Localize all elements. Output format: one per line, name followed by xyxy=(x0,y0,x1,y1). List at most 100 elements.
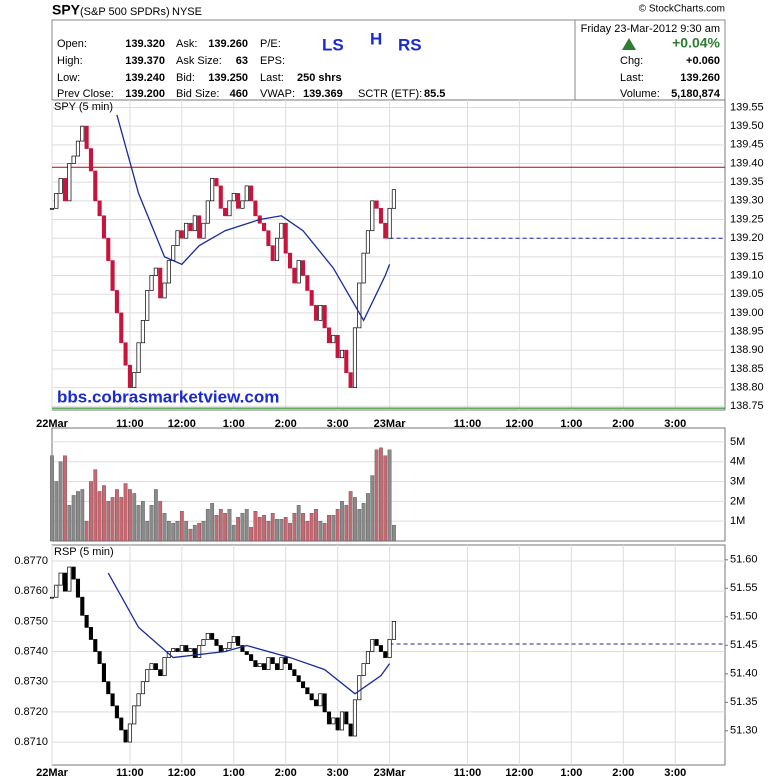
volume-bar xyxy=(270,513,275,542)
candle xyxy=(62,178,68,202)
stat-value: 5,180,874 xyxy=(671,88,721,100)
candle xyxy=(344,711,349,725)
candle xyxy=(175,230,180,247)
candle xyxy=(322,305,327,329)
volume-bar xyxy=(106,501,111,542)
candle xyxy=(101,215,106,239)
candle xyxy=(179,645,184,652)
y2-tick-label: 51.45 xyxy=(730,639,758,651)
x-tick-label: 12:00 xyxy=(505,418,533,430)
candle xyxy=(300,681,306,689)
candle xyxy=(218,185,223,209)
x-tick-label: 1:00 xyxy=(223,418,245,430)
volume-bar xyxy=(110,497,115,542)
volume-bar xyxy=(301,513,305,542)
candle xyxy=(313,699,319,707)
y-tick-label: 5M xyxy=(730,436,745,448)
candle xyxy=(205,200,210,224)
candle xyxy=(201,222,206,239)
volume-bar xyxy=(327,515,331,542)
copyright: © StockCharts.com xyxy=(639,4,725,15)
quote-box xyxy=(51,19,726,101)
volume-bar xyxy=(331,515,336,542)
annotation: RS xyxy=(398,35,422,54)
x-tick-label: 2:00 xyxy=(612,767,634,779)
stat-label: Volume: xyxy=(620,88,660,100)
candle xyxy=(253,660,258,667)
candle xyxy=(223,207,228,217)
volume-bar xyxy=(231,524,236,542)
candle xyxy=(71,566,76,580)
x-tick-label: 1:00 xyxy=(560,767,582,779)
candle xyxy=(275,663,280,670)
candle xyxy=(348,372,353,388)
volume-bar xyxy=(67,505,72,542)
candle xyxy=(67,566,72,592)
candle xyxy=(71,155,76,164)
candle xyxy=(365,651,370,664)
volume-bar xyxy=(214,515,219,542)
y2-tick-label: 51.60 xyxy=(730,554,758,566)
candle xyxy=(162,282,167,299)
quote-value: 139.250 xyxy=(208,72,248,84)
candle xyxy=(75,578,81,598)
x-tick-label: 11:00 xyxy=(116,418,144,430)
candle xyxy=(192,648,197,658)
candle xyxy=(110,260,115,291)
y2-tick-label: 51.35 xyxy=(730,696,758,708)
y-tick-label: 139.25 xyxy=(730,213,764,225)
candle xyxy=(370,639,375,652)
candle xyxy=(357,675,362,701)
candle xyxy=(214,639,219,646)
y-tick-label: 139.00 xyxy=(730,307,764,319)
volume-bar xyxy=(210,503,215,542)
x-tick-label: 11:00 xyxy=(116,767,144,779)
candle xyxy=(283,657,288,664)
volume-bar xyxy=(249,526,253,542)
candle xyxy=(149,275,154,291)
volume-bar xyxy=(80,489,85,542)
candle xyxy=(378,645,383,652)
candle xyxy=(339,711,345,731)
candle xyxy=(266,230,271,247)
y-tick-label: 138.80 xyxy=(730,381,764,393)
candle xyxy=(275,237,280,261)
quote-value: 63 xyxy=(236,55,248,67)
candle xyxy=(145,669,150,683)
y-tick-label: 4M xyxy=(730,456,745,468)
candle xyxy=(140,320,145,344)
candle xyxy=(270,657,275,664)
candle xyxy=(249,654,254,661)
candle xyxy=(136,342,141,374)
quote-value: 250 shrs xyxy=(297,72,342,84)
candle xyxy=(374,639,379,646)
candle xyxy=(140,681,145,695)
candle xyxy=(75,140,81,157)
candle xyxy=(158,267,163,299)
volume-bar xyxy=(322,522,327,542)
volume-bar xyxy=(136,505,141,542)
candle xyxy=(197,215,202,239)
candle xyxy=(292,669,297,677)
volume-bar xyxy=(236,517,241,542)
candle xyxy=(93,170,98,202)
x-tick-label: 12:00 xyxy=(168,767,196,779)
x-tick-label: 3:00 xyxy=(327,418,349,430)
candle xyxy=(210,178,215,202)
volume-bar xyxy=(392,524,396,542)
quote-label: VWAP: xyxy=(260,88,295,100)
y-tick-label: 0.8710 xyxy=(14,736,48,748)
candle xyxy=(80,125,85,142)
candle xyxy=(58,572,63,586)
moving-average xyxy=(116,114,391,322)
x-tick-label: 1:00 xyxy=(223,767,245,779)
quote-value: 139.240 xyxy=(125,72,165,84)
y-tick-label: 2M xyxy=(730,495,745,507)
quote-value: 139.369 xyxy=(303,88,343,100)
volume-bar xyxy=(128,489,132,542)
candle xyxy=(244,185,249,202)
y-tick-label: 139.20 xyxy=(730,232,764,244)
candle xyxy=(357,282,362,329)
volume-bar xyxy=(353,497,357,542)
candle xyxy=(361,252,366,284)
